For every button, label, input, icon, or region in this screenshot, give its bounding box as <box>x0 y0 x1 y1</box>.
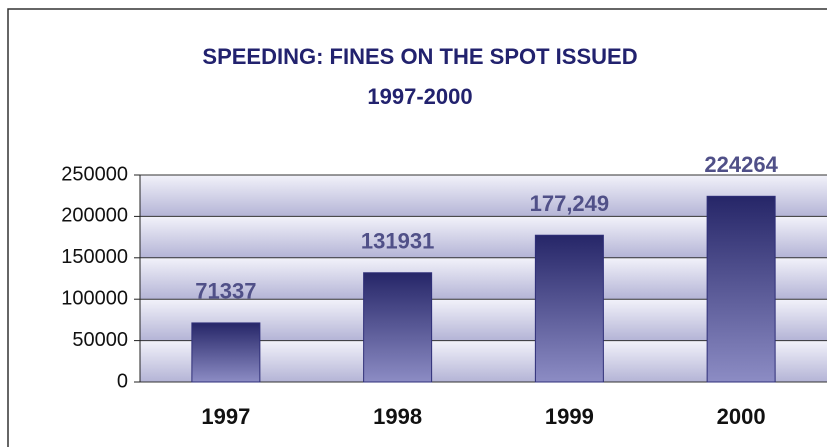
data-label: 224264 <box>704 152 778 177</box>
data-label: 131931 <box>361 229 434 254</box>
frame <box>7 8 827 447</box>
y-tick-label: 150000 <box>61 246 128 268</box>
chart-subtitle: 1997-2000 <box>367 84 472 109</box>
x-tick-label: 2000 <box>717 404 766 429</box>
bar <box>191 322 261 383</box>
y-tick-label: 250000 <box>61 163 128 185</box>
x-tick-label: 1999 <box>545 404 594 429</box>
bar <box>534 234 604 383</box>
y-tick-label: 100000 <box>61 287 128 309</box>
y-tick-label: 50000 <box>72 329 128 351</box>
bar <box>363 272 433 383</box>
x-tick-label: 1998 <box>373 404 422 429</box>
x-tick-label: 1997 <box>201 404 250 429</box>
data-label: 177,249 <box>530 191 610 216</box>
data-label: 71337 <box>195 279 256 304</box>
chart-title: SPEEDING: FINES ON THE SPOT ISSUED <box>202 44 637 69</box>
y-tick-label: 200000 <box>61 205 128 227</box>
bar <box>706 195 776 383</box>
y-tick-label: 0 <box>117 370 128 392</box>
